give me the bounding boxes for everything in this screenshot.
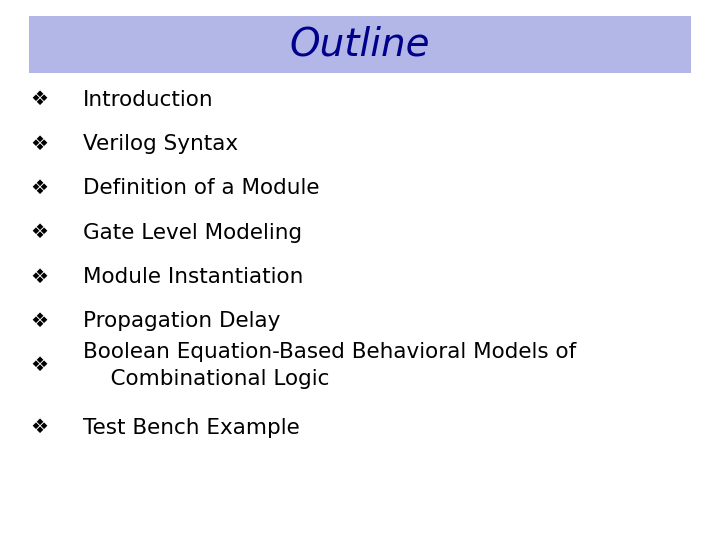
Text: Outline: Outline: [289, 25, 431, 64]
Text: ❖: ❖: [30, 223, 49, 242]
Text: ❖: ❖: [30, 418, 49, 437]
Text: Test Bench Example: Test Bench Example: [83, 417, 300, 438]
Text: ❖: ❖: [30, 179, 49, 198]
FancyBboxPatch shape: [29, 16, 691, 73]
Text: Definition of a Module: Definition of a Module: [83, 178, 319, 199]
Text: Verilog Syntax: Verilog Syntax: [83, 134, 238, 154]
Text: ❖: ❖: [30, 312, 49, 331]
Text: ❖: ❖: [30, 356, 49, 375]
Text: Gate Level Modeling: Gate Level Modeling: [83, 222, 302, 243]
Text: Module Instantiation: Module Instantiation: [83, 267, 303, 287]
Text: Introduction: Introduction: [83, 90, 213, 110]
Text: ❖: ❖: [30, 90, 49, 110]
Text: Propagation Delay: Propagation Delay: [83, 311, 280, 332]
Text: Boolean Equation-Based Behavioral Models of
    Combinational Logic: Boolean Equation-Based Behavioral Models…: [83, 342, 576, 389]
Text: ❖: ❖: [30, 134, 49, 154]
Text: ❖: ❖: [30, 267, 49, 287]
